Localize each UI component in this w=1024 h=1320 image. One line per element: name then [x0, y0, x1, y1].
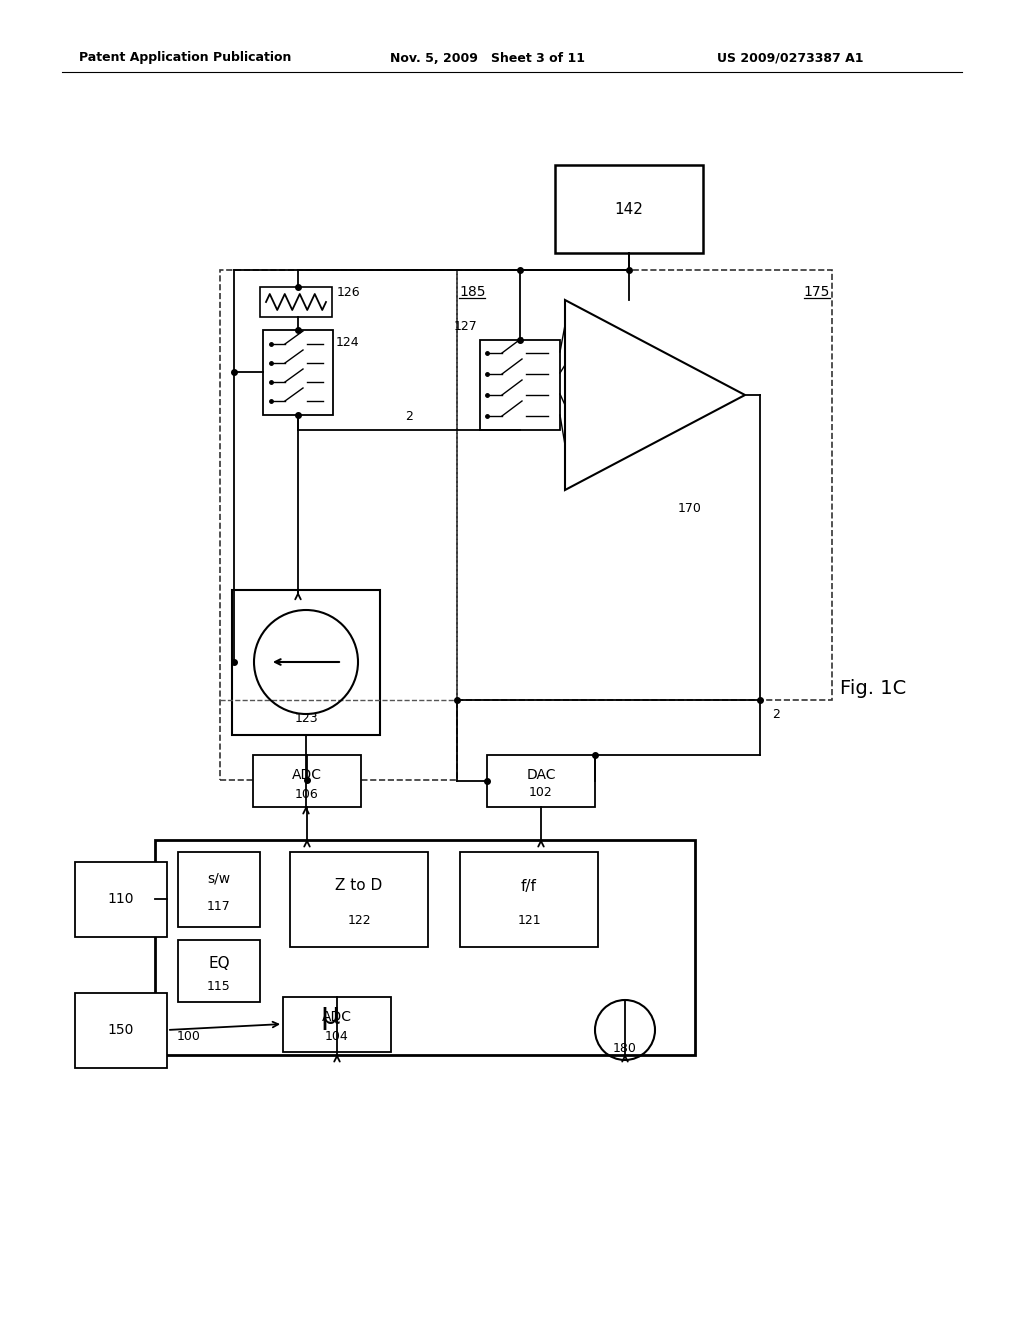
- Bar: [260, 286, 332, 317]
- Text: 106: 106: [295, 788, 318, 801]
- Text: Patent Application Publication: Patent Application Publication: [79, 51, 291, 65]
- Text: s/w: s/w: [208, 873, 230, 886]
- Text: US 2009/0273387 A1: US 2009/0273387 A1: [717, 51, 863, 65]
- Text: 115: 115: [207, 979, 230, 993]
- Bar: [487, 755, 595, 807]
- Bar: [178, 940, 260, 1002]
- Bar: [75, 993, 167, 1068]
- Text: 180: 180: [613, 1041, 637, 1055]
- Bar: [220, 271, 457, 780]
- Bar: [263, 330, 333, 414]
- Text: 122: 122: [347, 913, 371, 927]
- Text: f/f: f/f: [521, 879, 537, 894]
- Bar: [253, 755, 361, 807]
- Text: 117: 117: [207, 900, 230, 913]
- Bar: [75, 862, 167, 937]
- Text: 170: 170: [678, 502, 701, 515]
- Text: μ: μ: [319, 1001, 339, 1030]
- Text: ADC: ADC: [322, 1010, 352, 1024]
- Text: 2: 2: [406, 411, 413, 424]
- Bar: [155, 840, 695, 1055]
- Text: 2: 2: [772, 709, 780, 722]
- Text: EQ: EQ: [208, 957, 229, 972]
- Bar: [480, 341, 560, 430]
- Bar: [460, 851, 598, 946]
- Bar: [457, 271, 831, 700]
- Text: Fig. 1C: Fig. 1C: [840, 678, 906, 697]
- Text: 121: 121: [517, 913, 541, 927]
- Bar: [232, 590, 380, 735]
- Text: 127: 127: [454, 321, 477, 334]
- Bar: [283, 997, 391, 1052]
- Text: 124: 124: [336, 335, 359, 348]
- Text: ADC: ADC: [292, 768, 322, 781]
- Text: 142: 142: [614, 202, 643, 216]
- Text: DAC: DAC: [526, 768, 556, 781]
- Bar: [555, 165, 703, 253]
- Text: 100: 100: [177, 1031, 201, 1044]
- Text: 150: 150: [108, 1023, 134, 1038]
- Text: 102: 102: [529, 787, 553, 800]
- Text: 123: 123: [294, 713, 317, 726]
- Bar: [178, 851, 260, 927]
- Text: Z to D: Z to D: [336, 879, 383, 894]
- Text: Nov. 5, 2009   Sheet 3 of 11: Nov. 5, 2009 Sheet 3 of 11: [389, 51, 585, 65]
- Text: 185: 185: [459, 285, 485, 300]
- Text: 175: 175: [804, 285, 830, 300]
- Text: 110: 110: [108, 892, 134, 906]
- Bar: [290, 851, 428, 946]
- Text: 104: 104: [326, 1031, 349, 1044]
- Text: 126: 126: [337, 285, 360, 298]
